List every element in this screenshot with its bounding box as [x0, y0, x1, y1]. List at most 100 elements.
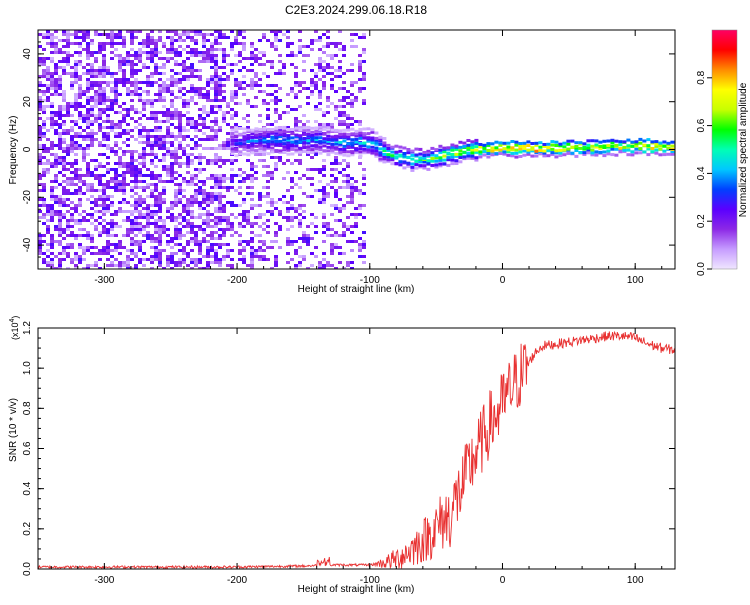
spectrogram-cell	[86, 126, 90, 129]
spectrogram-cell	[86, 234, 90, 237]
spectrogram-cell	[298, 150, 303, 154]
spectrogram-cell	[62, 162, 66, 165]
spectrogram-cell	[114, 42, 118, 45]
spectrogram-cell	[262, 102, 266, 105]
spectrogram-cell	[266, 258, 270, 261]
spectrogram-cell	[634, 140, 639, 144]
spectrogram-cell	[98, 90, 102, 93]
spectrogram-cell	[606, 152, 611, 156]
spectrogram-cell	[318, 63, 322, 66]
spectrogram-cell	[306, 145, 311, 149]
spectrogram-cell	[42, 186, 46, 189]
spectrogram-cell	[258, 149, 263, 153]
spectrogram-cell	[166, 135, 170, 138]
spectrogram-cell	[210, 54, 214, 57]
spectrogram-cell	[130, 39, 134, 42]
spectrogram-cell	[54, 186, 58, 189]
spectrogram-cell	[238, 213, 242, 216]
spectrogram-cell	[166, 87, 170, 90]
spectrogram-cell	[42, 57, 46, 60]
colorbar-tick-label: 0.8	[696, 70, 707, 84]
spectrogram-cell	[198, 33, 202, 36]
spectrogram-cell	[326, 66, 330, 69]
spectrogram-cell	[78, 42, 82, 45]
spectrogram-cell	[66, 153, 70, 156]
spectrogram-cell	[126, 162, 130, 165]
spectrogram-cell	[314, 147, 319, 150]
spectrogram-cell	[350, 138, 355, 142]
spectrogram-cell	[130, 117, 134, 120]
spectrogram-cell	[74, 189, 78, 192]
spectrogram-cell	[242, 93, 246, 96]
spectrogram-cell	[122, 75, 126, 78]
spectrogram-cell	[290, 152, 295, 156]
spectrogram-cell	[150, 114, 154, 117]
spectrogram-cell	[94, 30, 98, 33]
spectrogram-cell	[190, 222, 194, 225]
spectrogram-cell	[430, 157, 435, 160]
spectrogram-cell	[94, 81, 98, 84]
spectrogram-cell	[338, 207, 342, 210]
spectrogram-cell	[178, 87, 182, 90]
spectrogram-cell	[242, 201, 246, 204]
spectrogram-cell	[50, 219, 54, 222]
spectrogram-cell	[298, 39, 302, 42]
spectrogram-cell	[406, 155, 411, 159]
spectrogram-cell	[122, 78, 126, 81]
spectrogram-cell	[670, 152, 675, 156]
spectrogram-cell	[102, 213, 106, 216]
spectrogram-cell	[82, 150, 86, 153]
spectrogram-cell	[230, 186, 234, 189]
spectrogram-cell	[98, 114, 102, 117]
spectrogram-cell	[186, 123, 190, 126]
spectrogram-cell	[166, 261, 170, 264]
spectrogram-cell	[274, 264, 278, 267]
spectrogram-cell	[346, 128, 351, 132]
spectrogram-cell	[126, 123, 130, 126]
spectrogram-cell	[242, 219, 246, 222]
spectrogram-cell	[338, 152, 343, 156]
spectrogram-cell	[110, 45, 114, 48]
spectrogram-cell	[74, 144, 78, 147]
spectrogram-cell	[326, 36, 330, 39]
spectrogram-cell	[246, 153, 251, 157]
spectrogram-cell	[178, 33, 182, 36]
spectrogram-cell	[122, 189, 126, 192]
spectrogram-cell	[246, 120, 250, 123]
spectrogram-cell	[134, 81, 138, 84]
spectrogram-cell	[322, 132, 327, 135]
spectrogram-cell	[122, 63, 126, 66]
spectrogram-cell	[142, 108, 146, 111]
spectrogram-cell	[466, 139, 471, 142]
spectrogram-cell	[334, 207, 338, 210]
spectrogram-cell	[174, 237, 178, 240]
spectrogram-cell	[54, 51, 58, 54]
spectrogram-cell	[102, 87, 106, 90]
spectrogram-cell	[62, 69, 66, 72]
spectrogram-cell	[46, 159, 50, 162]
spectrogram-cell	[150, 213, 154, 216]
spectrogram-cell	[610, 147, 615, 151]
spectrogram-cell	[522, 141, 527, 145]
spectrogram-cell	[294, 123, 298, 126]
spectrogram-cell	[154, 48, 158, 51]
spectrogram-cell	[414, 147, 419, 151]
spectrogram-cell	[206, 219, 210, 222]
spectrogram-cell	[306, 54, 310, 57]
spectrogram-cell	[190, 258, 194, 261]
spectrogram-cell	[190, 231, 194, 234]
spectrogram-cell	[286, 159, 290, 162]
spectrogram-cell	[262, 134, 267, 138]
spectrogram-cell	[198, 204, 202, 207]
spectrogram-cell	[230, 126, 234, 129]
spectrogram-cell	[230, 149, 235, 153]
spectrogram-cell	[98, 183, 102, 186]
spectrogram-cell	[358, 207, 362, 210]
spectrogram-cell	[222, 84, 226, 87]
spectrogram-cell	[134, 204, 138, 207]
spectrogram-cell	[134, 201, 138, 204]
spectrogram-cell	[238, 141, 243, 145]
spectrogram-cell	[138, 222, 142, 225]
spectrogram-cell	[290, 128, 295, 131]
spectrogram-cell	[86, 54, 90, 57]
